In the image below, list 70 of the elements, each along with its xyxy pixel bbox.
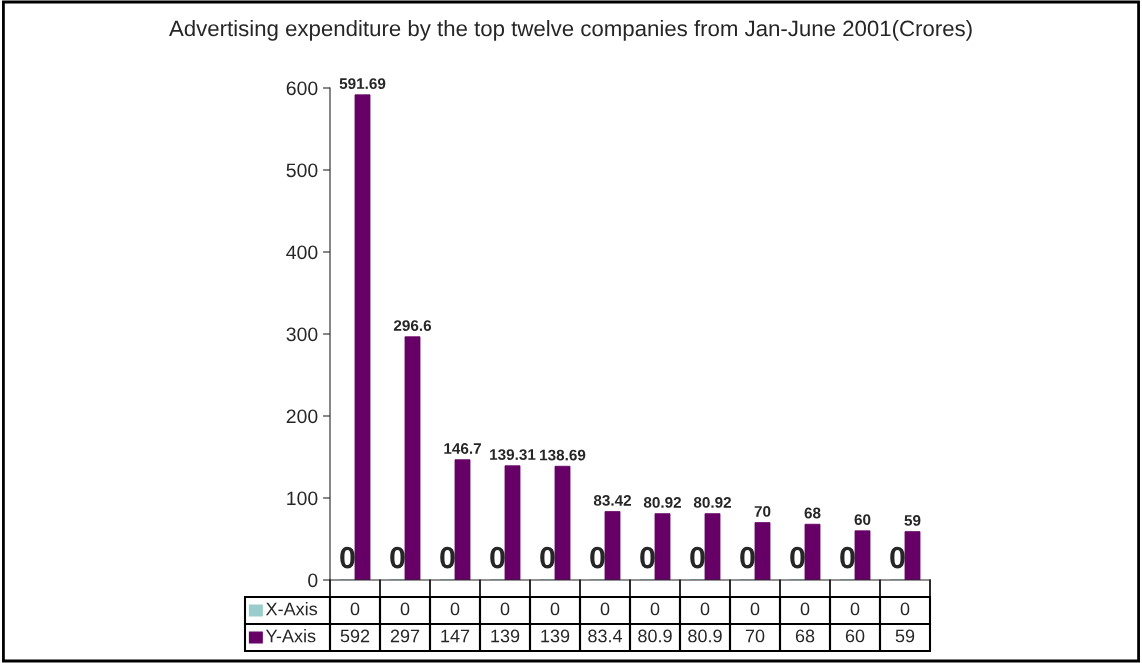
bar [804, 523, 821, 580]
data-label: 0 [500, 602, 510, 616]
bar [504, 465, 521, 580]
text: 0 [640, 546, 655, 569]
y-tick-label: 600 [286, 81, 318, 96]
text: 297 [390, 629, 420, 643]
data-label: 0 [350, 602, 360, 616]
y-tick-label: 300 [286, 327, 318, 342]
text: 68 [795, 629, 815, 643]
data-label: 146.7 [444, 443, 481, 454]
y-tick-label: 100 [287, 491, 318, 506]
text: 0 [840, 546, 855, 569]
text: 139 [541, 629, 570, 643]
legend-label: X-Axis [265, 602, 318, 616]
data-label: 0 [800, 602, 810, 616]
data-label: 80.92 [643, 497, 682, 508]
data-label: 0 [700, 602, 710, 616]
data-label: 70 [754, 505, 771, 517]
y-tick-label: 200 [286, 409, 318, 424]
data-label: 0 [750, 602, 760, 616]
text: 0 [340, 546, 355, 569]
bar [854, 530, 871, 580]
text: 80.9 [688, 629, 722, 643]
y-tick-label: 400 [286, 245, 318, 260]
text: 0 [540, 546, 555, 569]
bar [704, 513, 721, 580]
text: 0 [790, 546, 805, 569]
bar [354, 94, 371, 580]
y-tick-label: 500 [286, 163, 318, 178]
data-label: 83.42 [593, 494, 632, 506]
data-label: 591.69 [339, 78, 386, 90]
data-label: 0 [600, 602, 610, 616]
text: 0 [390, 546, 405, 569]
data-label: 138.69 [540, 449, 586, 461]
text: 0 [740, 546, 755, 569]
text: 60 [845, 629, 865, 643]
bar [404, 336, 421, 580]
data-label: 0 [850, 602, 860, 616]
legend-label: Y-Axis [265, 629, 316, 643]
data-label: 0 [450, 602, 460, 616]
text: 70 [745, 629, 765, 643]
bar [904, 531, 921, 580]
data-label: 68 [804, 507, 821, 519]
bar [554, 465, 571, 580]
data-label: 0 [650, 602, 660, 616]
bar [604, 511, 621, 580]
data-label: 0 [400, 602, 410, 616]
text: 83.4 [588, 629, 623, 643]
text: 0 [590, 546, 605, 569]
data-label: 0 [550, 602, 560, 616]
text: 0 [440, 546, 455, 569]
chart-title: Advertising expenditure by the top twelve companies from Jan-June 2001(Crores) [169, 20, 972, 41]
data-label: 0 [900, 602, 910, 616]
data-label: 296.6 [393, 320, 432, 331]
text: 139 [491, 629, 520, 643]
bar [754, 522, 771, 580]
bar [654, 513, 671, 580]
data-label: 59 [904, 515, 921, 526]
data-label: 80.92 [693, 497, 732, 508]
text: 59 [895, 629, 915, 643]
bar [454, 459, 471, 580]
data-label: 139.31 [490, 449, 536, 460]
text: 80.9 [638, 629, 672, 643]
text: 592 [340, 629, 370, 643]
text: 0 [490, 546, 505, 569]
text: 147 [441, 629, 470, 643]
text: 0 [690, 546, 705, 569]
data-label: 60 [854, 514, 871, 525]
text: 0 [890, 546, 905, 569]
y-tick-label: 0 [308, 573, 318, 588]
